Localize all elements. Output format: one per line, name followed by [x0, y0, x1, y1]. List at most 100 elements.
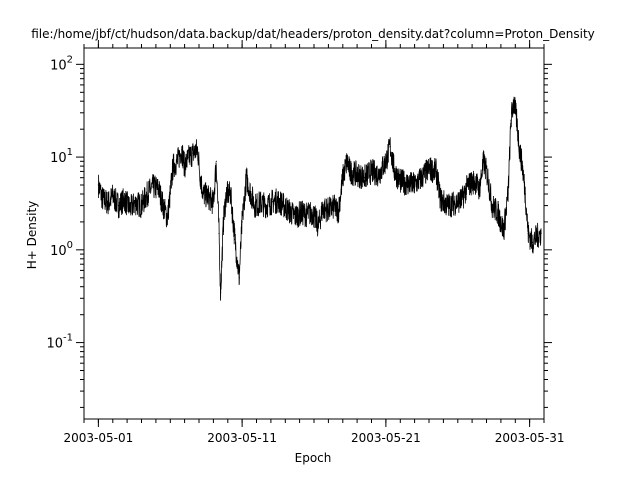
data-point — [385, 160, 387, 162]
data-point — [421, 177, 423, 179]
data-point — [202, 193, 204, 195]
data-point — [181, 149, 183, 151]
data-point — [176, 160, 178, 162]
data-point — [447, 205, 449, 207]
y-tick-base: 10 — [50, 151, 67, 166]
data-point — [277, 199, 279, 202]
data-point — [222, 221, 224, 223]
data-point — [531, 241, 534, 244]
data-point — [507, 193, 509, 195]
x-axis-label: Epoch — [295, 451, 332, 465]
data-point — [112, 195, 114, 197]
data-point — [312, 212, 314, 214]
data-point — [461, 198, 463, 200]
data-point — [513, 100, 515, 102]
y-tick-exponent: 1 — [67, 147, 73, 158]
data-point — [250, 193, 252, 195]
data-point — [129, 207, 131, 209]
data-point — [467, 184, 469, 186]
data-point — [491, 205, 493, 207]
data-point — [197, 149, 199, 151]
data-point — [169, 193, 171, 195]
data-point — [516, 119, 518, 121]
data-point — [378, 173, 380, 175]
data-point — [428, 168, 430, 170]
data-point — [540, 232, 542, 235]
data-point — [260, 202, 262, 204]
data-point — [503, 230, 505, 232]
data-point — [300, 212, 302, 214]
y-tick-exponent: 0 — [67, 240, 73, 251]
data-point — [497, 212, 499, 214]
y-tick-label: 101 — [50, 147, 73, 166]
data-point — [306, 214, 308, 216]
data-point — [483, 160, 485, 162]
plot-frame — [83, 47, 545, 420]
data-point — [158, 188, 160, 190]
data-point — [356, 173, 358, 175]
data-point — [478, 188, 480, 190]
data-point — [254, 205, 256, 207]
data-point — [234, 238, 236, 240]
y-tick-label: 100 — [50, 240, 73, 259]
data-point — [220, 291, 222, 293]
data-point — [363, 177, 365, 179]
data-point — [123, 198, 125, 200]
data-point — [162, 205, 164, 207]
data-point — [225, 193, 227, 195]
y-tick-base: 10 — [46, 337, 63, 352]
data-point — [140, 205, 143, 207]
data-point — [117, 205, 120, 207]
data-point — [184, 165, 186, 167]
data-point — [519, 149, 521, 151]
data-point — [135, 202, 137, 204]
y-tick-exponent: 2 — [67, 54, 73, 65]
proton-density-trace — [98, 96, 542, 301]
x-tick-label: 2003-05-21 — [351, 431, 421, 445]
data-point — [342, 177, 344, 179]
data-point — [474, 180, 476, 182]
data-point — [327, 209, 329, 211]
chart-title: file:/home/jbf/ct/hudson/data.backup/dat… — [31, 27, 595, 41]
data-point — [414, 184, 416, 186]
data-point — [333, 206, 335, 208]
data-point — [454, 202, 456, 204]
data-point — [346, 160, 348, 162]
data-point — [283, 205, 285, 207]
data-point — [487, 177, 489, 179]
data-point — [393, 170, 396, 172]
data-point — [536, 235, 538, 237]
data-point — [218, 232, 220, 235]
y-tick-label: 102 — [50, 54, 73, 73]
data-point — [399, 180, 401, 182]
data-point — [317, 225, 319, 227]
data-trace-group — [97, 96, 542, 301]
data-point — [524, 193, 526, 195]
y-tick-label: 10-1 — [46, 333, 73, 352]
data-point — [241, 221, 243, 223]
y-tick-base: 10 — [50, 244, 67, 259]
data-point — [271, 201, 273, 203]
data-point — [199, 177, 201, 179]
data-point — [370, 170, 373, 172]
data-point — [294, 215, 296, 217]
data-point — [527, 232, 529, 235]
data-point — [439, 198, 442, 200]
data-point — [238, 277, 240, 279]
x-tick-label: 2003-05-31 — [495, 431, 565, 445]
data-point — [188, 156, 190, 158]
data-point — [97, 184, 99, 186]
data-point — [389, 145, 391, 148]
data-point — [146, 193, 148, 195]
x-tick-label: 2003-05-11 — [207, 431, 277, 445]
data-point — [406, 182, 408, 184]
data-point — [245, 177, 247, 179]
data-point — [510, 119, 512, 121]
data-point — [349, 170, 351, 172]
data-point — [102, 198, 104, 200]
data-point — [107, 202, 109, 204]
data-point — [289, 210, 291, 212]
data-point — [215, 160, 217, 162]
y-tick-exponent: -1 — [63, 333, 73, 344]
